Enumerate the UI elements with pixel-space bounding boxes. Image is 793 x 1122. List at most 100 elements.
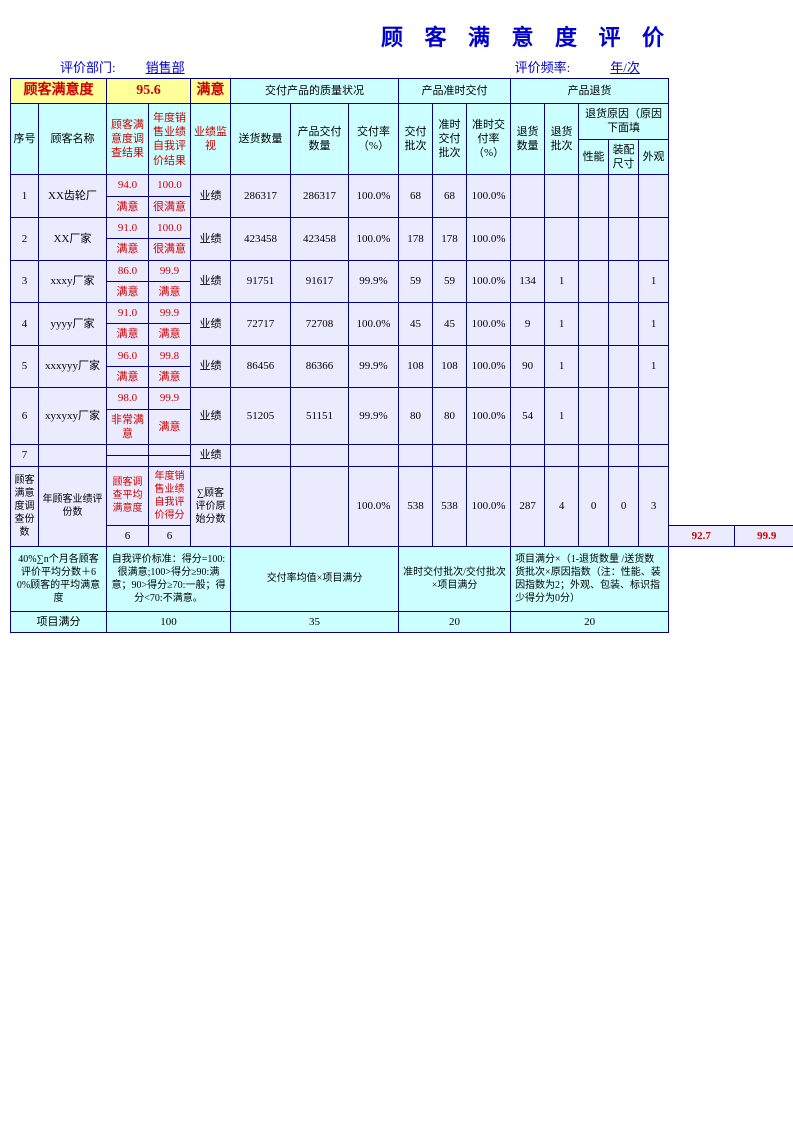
summary-label-4: 年度销售业绩自我评价得分 (149, 466, 191, 525)
cell-b1: 178 (399, 217, 433, 260)
cell-seq: 3 (11, 260, 39, 303)
cell-rate: 100.0% (349, 217, 399, 260)
cell-brate: 100.0% (467, 217, 511, 260)
summary-rb: 4 (545, 466, 579, 546)
cell-ap: 1 (639, 303, 669, 346)
summary-rate: 100.0% (349, 466, 399, 546)
cell-sz (609, 303, 639, 346)
cell-name: xyxyxy厂家 (39, 388, 107, 445)
cell-rate: 99.9% (349, 345, 399, 388)
footer-v2: 35 (231, 611, 399, 632)
cell-p (579, 303, 609, 346)
col-ontime-rate: 准时交付率（%） (467, 104, 511, 175)
col-ontime-batch: 准时交付批次 (433, 104, 467, 175)
cell-brate: 100.0% (467, 303, 511, 346)
score-value: 95.6 (107, 79, 191, 104)
col-ship-qty: 送货数量 (231, 104, 291, 175)
cell-t2: 满意 (149, 409, 191, 445)
cell-s2: 100.0 (149, 217, 191, 238)
cell-p (579, 260, 609, 303)
col-name: 顾客名称 (39, 104, 107, 175)
cell-mon: 业绩 (191, 175, 231, 218)
cell-ap: 1 (639, 260, 669, 303)
cell-ap (639, 175, 669, 218)
footer-f2: 自我评价标准：得分=100:很满意;100>得分≥90:满意；90>得分≥70:… (107, 546, 231, 611)
cell-b2: 80 (433, 388, 467, 445)
cell-ship: 423458 (231, 217, 291, 260)
cell-b2: 59 (433, 260, 467, 303)
cell-seq: 6 (11, 388, 39, 445)
evaluation-table: 顾客满意度 95.6 满意 交付产品的质量状况 产品准时交付 产品退货 序号 顾… (10, 78, 793, 633)
cell-name: XX厂家 (39, 217, 107, 260)
header-row: 评价部门: 销售部 评价频率: 年/次 (10, 57, 783, 76)
cell-brate: 100.0% (467, 175, 511, 218)
cell-deliv: 286317 (291, 175, 349, 218)
col-return-qty: 退货数量 (511, 104, 545, 175)
freq-value: 年/次 (610, 57, 640, 76)
cell-ship: 51205 (231, 388, 291, 445)
cell-sz (609, 217, 639, 260)
summary-v3: 92.7 (669, 525, 734, 546)
footer-v3: 20 (399, 611, 511, 632)
cell-mon: 业绩 (191, 445, 231, 466)
cell-deliv: 423458 (291, 217, 349, 260)
summary-label-1: 顾客满意度调查份数 (11, 466, 39, 546)
cell-brate: 100.0% (467, 388, 511, 445)
footer-row-1: 40%∑n个月各顾客评价平均分数＋60%顾客的平均满意度 自我评价标准：得分=1… (11, 546, 793, 611)
cell-rate: 100.0% (349, 175, 399, 218)
cell-b1: 80 (399, 388, 433, 445)
cell-p (579, 217, 609, 260)
cell-t2: 满意 (149, 324, 191, 345)
cell-b1: 68 (399, 175, 433, 218)
cell-rb (545, 175, 579, 218)
summary-label-2: 年顾客业绩评份数 (39, 466, 107, 546)
cell-b1: 45 (399, 303, 433, 346)
footer-f1: 40%∑n个月各顾客评价平均分数＋60%顾客的平均满意度 (11, 546, 107, 611)
cell-brate: 100.0% (467, 345, 511, 388)
col-monitor: 业绩监视 (191, 104, 231, 175)
cell-brate (467, 445, 511, 466)
cell-p (579, 345, 609, 388)
cell-rb: 1 (545, 260, 579, 303)
cell-sz (609, 175, 639, 218)
cell-b1 (399, 445, 433, 466)
col-size: 装配尺寸 (609, 139, 639, 175)
cell-t2: 满意 (149, 281, 191, 302)
cell-s1: 94.0 (107, 175, 149, 196)
cell-rate (349, 445, 399, 466)
cell-t1: 满意 (107, 281, 149, 302)
cell-name: xxxyyy厂家 (39, 345, 107, 388)
table-row: 2XX厂家91.0100.0业绩423458423458100.0%178178… (11, 217, 793, 238)
cell-mon: 业绩 (191, 260, 231, 303)
cell-t1: 满意 (107, 239, 149, 260)
summary-ship (231, 466, 291, 546)
cell-s1: 98.0 (107, 388, 149, 409)
page-title: 顾 客 满 意 度 评 价 (10, 20, 783, 52)
cell-ap (639, 388, 669, 445)
cell-t1: 满意 (107, 324, 149, 345)
quality-header: 交付产品的质量状况 (231, 79, 399, 104)
summary-brate: 100.0% (467, 466, 511, 546)
summary-b2: 538 (433, 466, 467, 546)
footer-row-2: 项目满分 100 35 20 20 (11, 611, 793, 632)
cell-rq: 134 (511, 260, 545, 303)
summary-v1: 6 (107, 525, 149, 546)
cell-ship: 286317 (231, 175, 291, 218)
col-deliver-qty: 产品交付数量 (291, 104, 349, 175)
header-row-1: 顾客满意度 95.6 满意 交付产品的质量状况 产品准时交付 产品退货 (11, 79, 793, 104)
cell-rb (545, 217, 579, 260)
cell-ship (231, 445, 291, 466)
col-ship-batch: 交付批次 (399, 104, 433, 175)
cell-rq: 9 (511, 303, 545, 346)
cell-b2: 108 (433, 345, 467, 388)
cell-t2 (149, 455, 191, 466)
cell-seq: 1 (11, 175, 39, 218)
satisfaction-label: 顾客满意度 (11, 79, 107, 104)
header-row-2: 序号 顾客名称 顾客满意度调查结果 年度销售业绩自我评价结果 业绩监视 送货数量… (11, 104, 793, 140)
cell-sz (609, 388, 639, 445)
col-return-reason: 退货原因（原因下面填 (579, 104, 669, 140)
cell-rq: 90 (511, 345, 545, 388)
cell-s2: 99.8 (149, 345, 191, 366)
cell-rb: 1 (545, 345, 579, 388)
cell-s2: 99.9 (149, 388, 191, 409)
